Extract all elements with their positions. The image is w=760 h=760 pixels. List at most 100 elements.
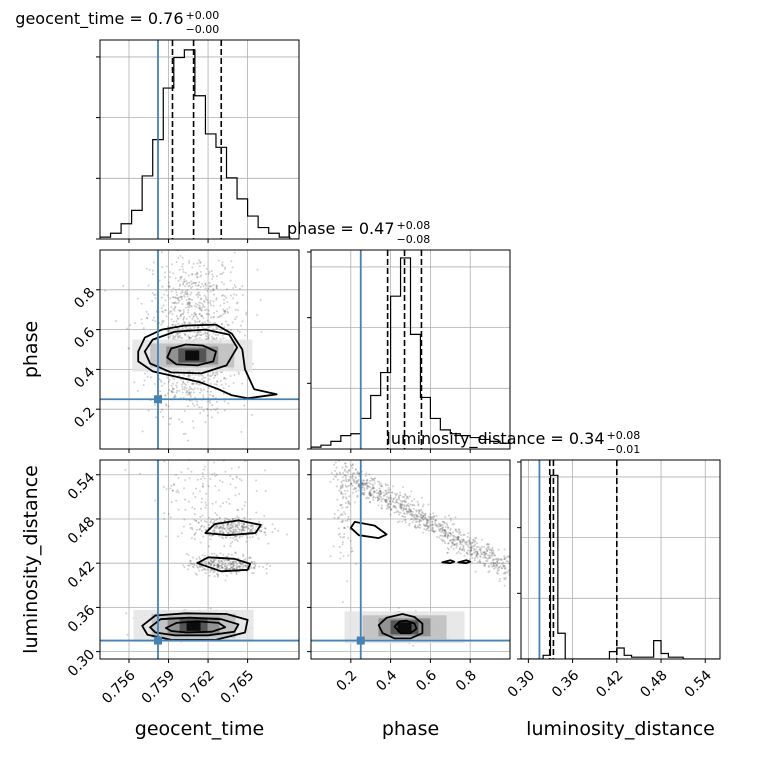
sample-point bbox=[184, 321, 187, 324]
sample-point bbox=[418, 520, 421, 523]
sample-point bbox=[188, 337, 191, 340]
sample-point bbox=[422, 503, 425, 506]
sample-point bbox=[191, 273, 194, 276]
sample-point bbox=[160, 266, 163, 269]
sample-point bbox=[238, 536, 241, 539]
sample-point bbox=[215, 524, 218, 527]
sample-point bbox=[176, 389, 179, 392]
sample-point bbox=[200, 501, 203, 504]
sample-point bbox=[210, 534, 213, 537]
sample-point bbox=[371, 478, 374, 481]
sample-point bbox=[228, 306, 231, 309]
sample-point bbox=[339, 487, 342, 490]
sample-point bbox=[500, 558, 503, 561]
sample-point bbox=[175, 315, 178, 318]
sample-point bbox=[355, 479, 358, 482]
sample-point bbox=[356, 494, 359, 497]
sample-point bbox=[249, 518, 252, 521]
sample-point bbox=[260, 529, 263, 532]
sample-point bbox=[496, 572, 499, 575]
sample-point bbox=[371, 487, 374, 490]
sample-point bbox=[368, 479, 371, 482]
sample-point bbox=[187, 500, 190, 503]
sample-point bbox=[170, 306, 173, 309]
sample-point bbox=[416, 500, 419, 503]
sample-point bbox=[207, 309, 210, 312]
sample-point bbox=[186, 293, 189, 296]
sample-point bbox=[447, 534, 450, 537]
sample-point bbox=[212, 518, 215, 521]
sample-point bbox=[362, 493, 365, 496]
sample-point bbox=[198, 306, 201, 309]
sample-point bbox=[222, 337, 225, 340]
sample-point bbox=[474, 551, 477, 554]
sample-point bbox=[161, 310, 164, 313]
sample-point bbox=[461, 549, 464, 552]
sample-point bbox=[475, 555, 478, 558]
sample-point bbox=[189, 387, 192, 390]
sample-point bbox=[447, 527, 450, 530]
sample-point bbox=[339, 486, 342, 489]
sample-point bbox=[234, 308, 237, 311]
sample-point bbox=[226, 307, 229, 310]
sample-point bbox=[447, 534, 450, 537]
sample-point bbox=[192, 556, 195, 559]
sample-point bbox=[192, 426, 195, 429]
sample-point bbox=[468, 546, 471, 549]
sample-point bbox=[465, 541, 468, 544]
sample-point bbox=[397, 497, 400, 500]
sample-point bbox=[250, 524, 253, 527]
sample-point bbox=[189, 527, 192, 530]
sample-point bbox=[427, 524, 430, 527]
sample-point bbox=[377, 480, 380, 483]
sample-point bbox=[212, 558, 215, 561]
sample-point bbox=[167, 512, 170, 515]
sample-point bbox=[232, 537, 235, 540]
sample-point bbox=[429, 515, 432, 518]
sample-point bbox=[235, 563, 238, 566]
sample-point bbox=[243, 404, 246, 407]
sample-point bbox=[217, 259, 220, 262]
sample-point bbox=[200, 334, 203, 337]
sample-point bbox=[209, 374, 212, 377]
sample-point bbox=[462, 538, 465, 541]
sample-point bbox=[385, 493, 388, 496]
sample-point bbox=[215, 527, 218, 530]
sample-point bbox=[189, 304, 192, 307]
sample-point bbox=[234, 560, 237, 563]
sample-point bbox=[232, 381, 235, 384]
sample-point bbox=[376, 497, 379, 500]
sample-point bbox=[376, 499, 379, 502]
sample-point bbox=[188, 281, 191, 284]
sample-point bbox=[391, 491, 394, 494]
sample-point bbox=[353, 472, 356, 475]
sample-point bbox=[457, 537, 460, 540]
sample-point bbox=[133, 381, 136, 384]
sample-point bbox=[254, 565, 257, 568]
sample-point bbox=[198, 265, 201, 268]
sample-point bbox=[183, 487, 186, 490]
sample-point bbox=[456, 536, 459, 539]
sample-point bbox=[205, 562, 208, 565]
sample-point bbox=[238, 528, 241, 531]
sample-point bbox=[389, 500, 392, 503]
sample-point bbox=[456, 539, 459, 542]
sample-point bbox=[223, 309, 226, 312]
sample-point bbox=[454, 516, 457, 519]
sample-point bbox=[433, 531, 436, 534]
sample-point bbox=[192, 327, 195, 330]
sample-point bbox=[403, 503, 406, 506]
sample-point bbox=[181, 303, 184, 306]
sample-point bbox=[201, 307, 204, 310]
sample-point bbox=[346, 518, 349, 521]
sample-point bbox=[172, 287, 175, 290]
sample-point bbox=[188, 315, 191, 318]
sample-point bbox=[488, 543, 491, 546]
sample-point bbox=[496, 563, 499, 566]
sample-point bbox=[382, 491, 385, 494]
sample-point bbox=[232, 561, 235, 564]
sample-point bbox=[390, 508, 393, 511]
sample-point bbox=[122, 284, 125, 287]
sample-point bbox=[170, 417, 173, 420]
sample-point bbox=[494, 566, 497, 569]
